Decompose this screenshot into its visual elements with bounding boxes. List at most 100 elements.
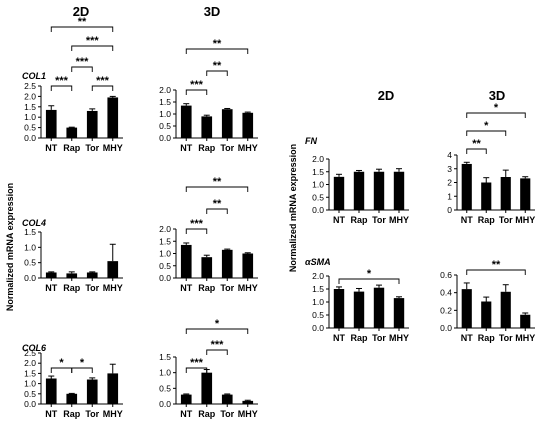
bar-Rap [201,372,213,404]
y-tick-label: 2.0 [24,358,36,368]
category-label: Rap [198,143,216,153]
category-label: NT [333,215,345,225]
bar-Tor [221,109,233,138]
bar-Tor [500,177,511,210]
significance-label: * [59,357,64,369]
category-label: Rap [478,215,496,225]
bar-MHY [242,400,254,404]
significance-label: * [484,120,489,132]
significance-label: ** [78,16,87,28]
significance-label: ** [213,198,222,210]
significance-bracket [91,85,114,91]
bar-Rap [66,393,78,404]
category-label: MHY [238,143,258,153]
panel-fn-2d: FN 0.0 0.5 1.0 1.5 2.0 NT Rap Tor MHY [305,136,409,225]
y-tick-label: 2.0 [159,224,171,234]
category-label: MHY [389,215,409,225]
y-tick-label: 0.5 [159,383,171,393]
bar-Tor [86,110,98,138]
bar-MHY [242,112,254,138]
category-label: Rap [63,143,81,153]
bar-Rap [201,116,213,138]
category-label: MHY [103,283,123,293]
category-label: Rap [198,283,216,293]
category-label: NT [45,283,57,293]
panel-asma-2d: αSMA 0.0 0.5 1.0 1.5 2.0 NT Rap Tor MHY * [305,257,409,343]
bar-NT [333,289,345,328]
panel-col6-3d: 0.00.51.01.5NT Rap Tor MHY******* [159,318,258,419]
category-label: NT [180,283,192,293]
gene-label-col1-2d: COL1 [22,71,46,81]
gene-label-col4-2d: COL4 [22,218,46,228]
significance-label: *** [86,35,100,47]
bar-MHY [242,253,254,278]
significance-label: ** [213,176,222,188]
category-label: Tor [85,143,99,153]
y-axis-label-right: Normalized mRNA expression [288,144,298,272]
category-label: Rap [350,333,368,343]
y-tick-label: 4 [447,150,452,160]
significance-bracket [185,89,208,95]
bar-MHY [107,373,119,404]
significance-label: ** [213,60,222,72]
bar-Tor [500,291,511,328]
category-label: Tor [85,283,99,293]
y-tick-label: 1.0 [24,242,36,252]
bar-MHY [107,261,119,278]
category-label: NT [333,333,345,343]
bar-NT [45,272,57,278]
y-tick-label: 2.5 [24,81,36,91]
bar-Tor [221,394,233,404]
y-tick-label: 1 [447,191,452,201]
significance-bracket [71,66,93,72]
category-label: Rap [63,283,81,293]
bar-MHY [393,298,405,328]
bar-Tor [221,249,233,278]
significance-label: * [494,102,499,114]
bar-Rap [353,171,365,210]
bar-Rap [66,273,78,278]
category-label: NT [45,409,57,419]
category-label: Tor [220,143,234,153]
category-label: MHY [389,333,409,343]
gene-label-asma-2d: αSMA [305,257,331,267]
significance-bracket [206,70,228,76]
y-tick-label: 1.0 [159,249,171,259]
bar-Tor [86,379,98,404]
y-tick-label: 1.0 [159,109,171,119]
bar-NT [333,176,345,210]
y-tick-label: 0.6 [440,270,452,280]
significance-label: ** [472,138,481,150]
significance-label: *** [190,357,204,369]
y-tick-label: 3 [447,164,452,174]
y-tick-label: 1.5 [159,352,171,362]
bar-Tor [86,272,98,278]
bar-Rap [481,301,492,328]
panel-col4-2d: COL4 0.0 0.5 1.0 1.5 NT Rap Tor MHY [22,218,123,293]
y-tick-label: 0.2 [440,305,452,315]
y-tick-label: 1.5 [24,227,36,237]
significance-bracket [206,208,228,214]
bar-MHY [520,314,531,328]
gene-label-fn-2d: FN [305,136,317,146]
y-tick-label: 2 [447,178,452,188]
significance-bracket [185,328,249,334]
y-tick-label: 0.0 [159,273,171,283]
panel-col6-2d: COL6 0.00.51.01.52.02.5 NT Rap Tor MHY * * [22,343,123,419]
y-tick-label: 1.5 [24,368,36,378]
y-tick-label: 1.0 [312,297,324,307]
panel-col1-3d: 0.00.51.01.52.0NT Rap Tor MHY******* [159,38,258,153]
category-label: Rap [350,215,368,225]
panel-col4-3d: 0.00.51.01.52.0NT Rap Tor MHY******* [159,176,258,293]
bar-MHY [520,178,531,210]
panel-asma-3d: 0.0 0.2 0.4 0.6 NT Rap Tor MHY ** [440,259,535,343]
y-tick-label: 1.5 [159,236,171,246]
gene-label-col6-2d: COL6 [22,343,47,353]
y-tick-label: 2.5 [24,348,36,358]
category-label: Tor [372,333,386,343]
significance-bracket [185,228,208,234]
y-tick-label: 0.5 [312,310,324,320]
significance-label: * [80,357,85,369]
